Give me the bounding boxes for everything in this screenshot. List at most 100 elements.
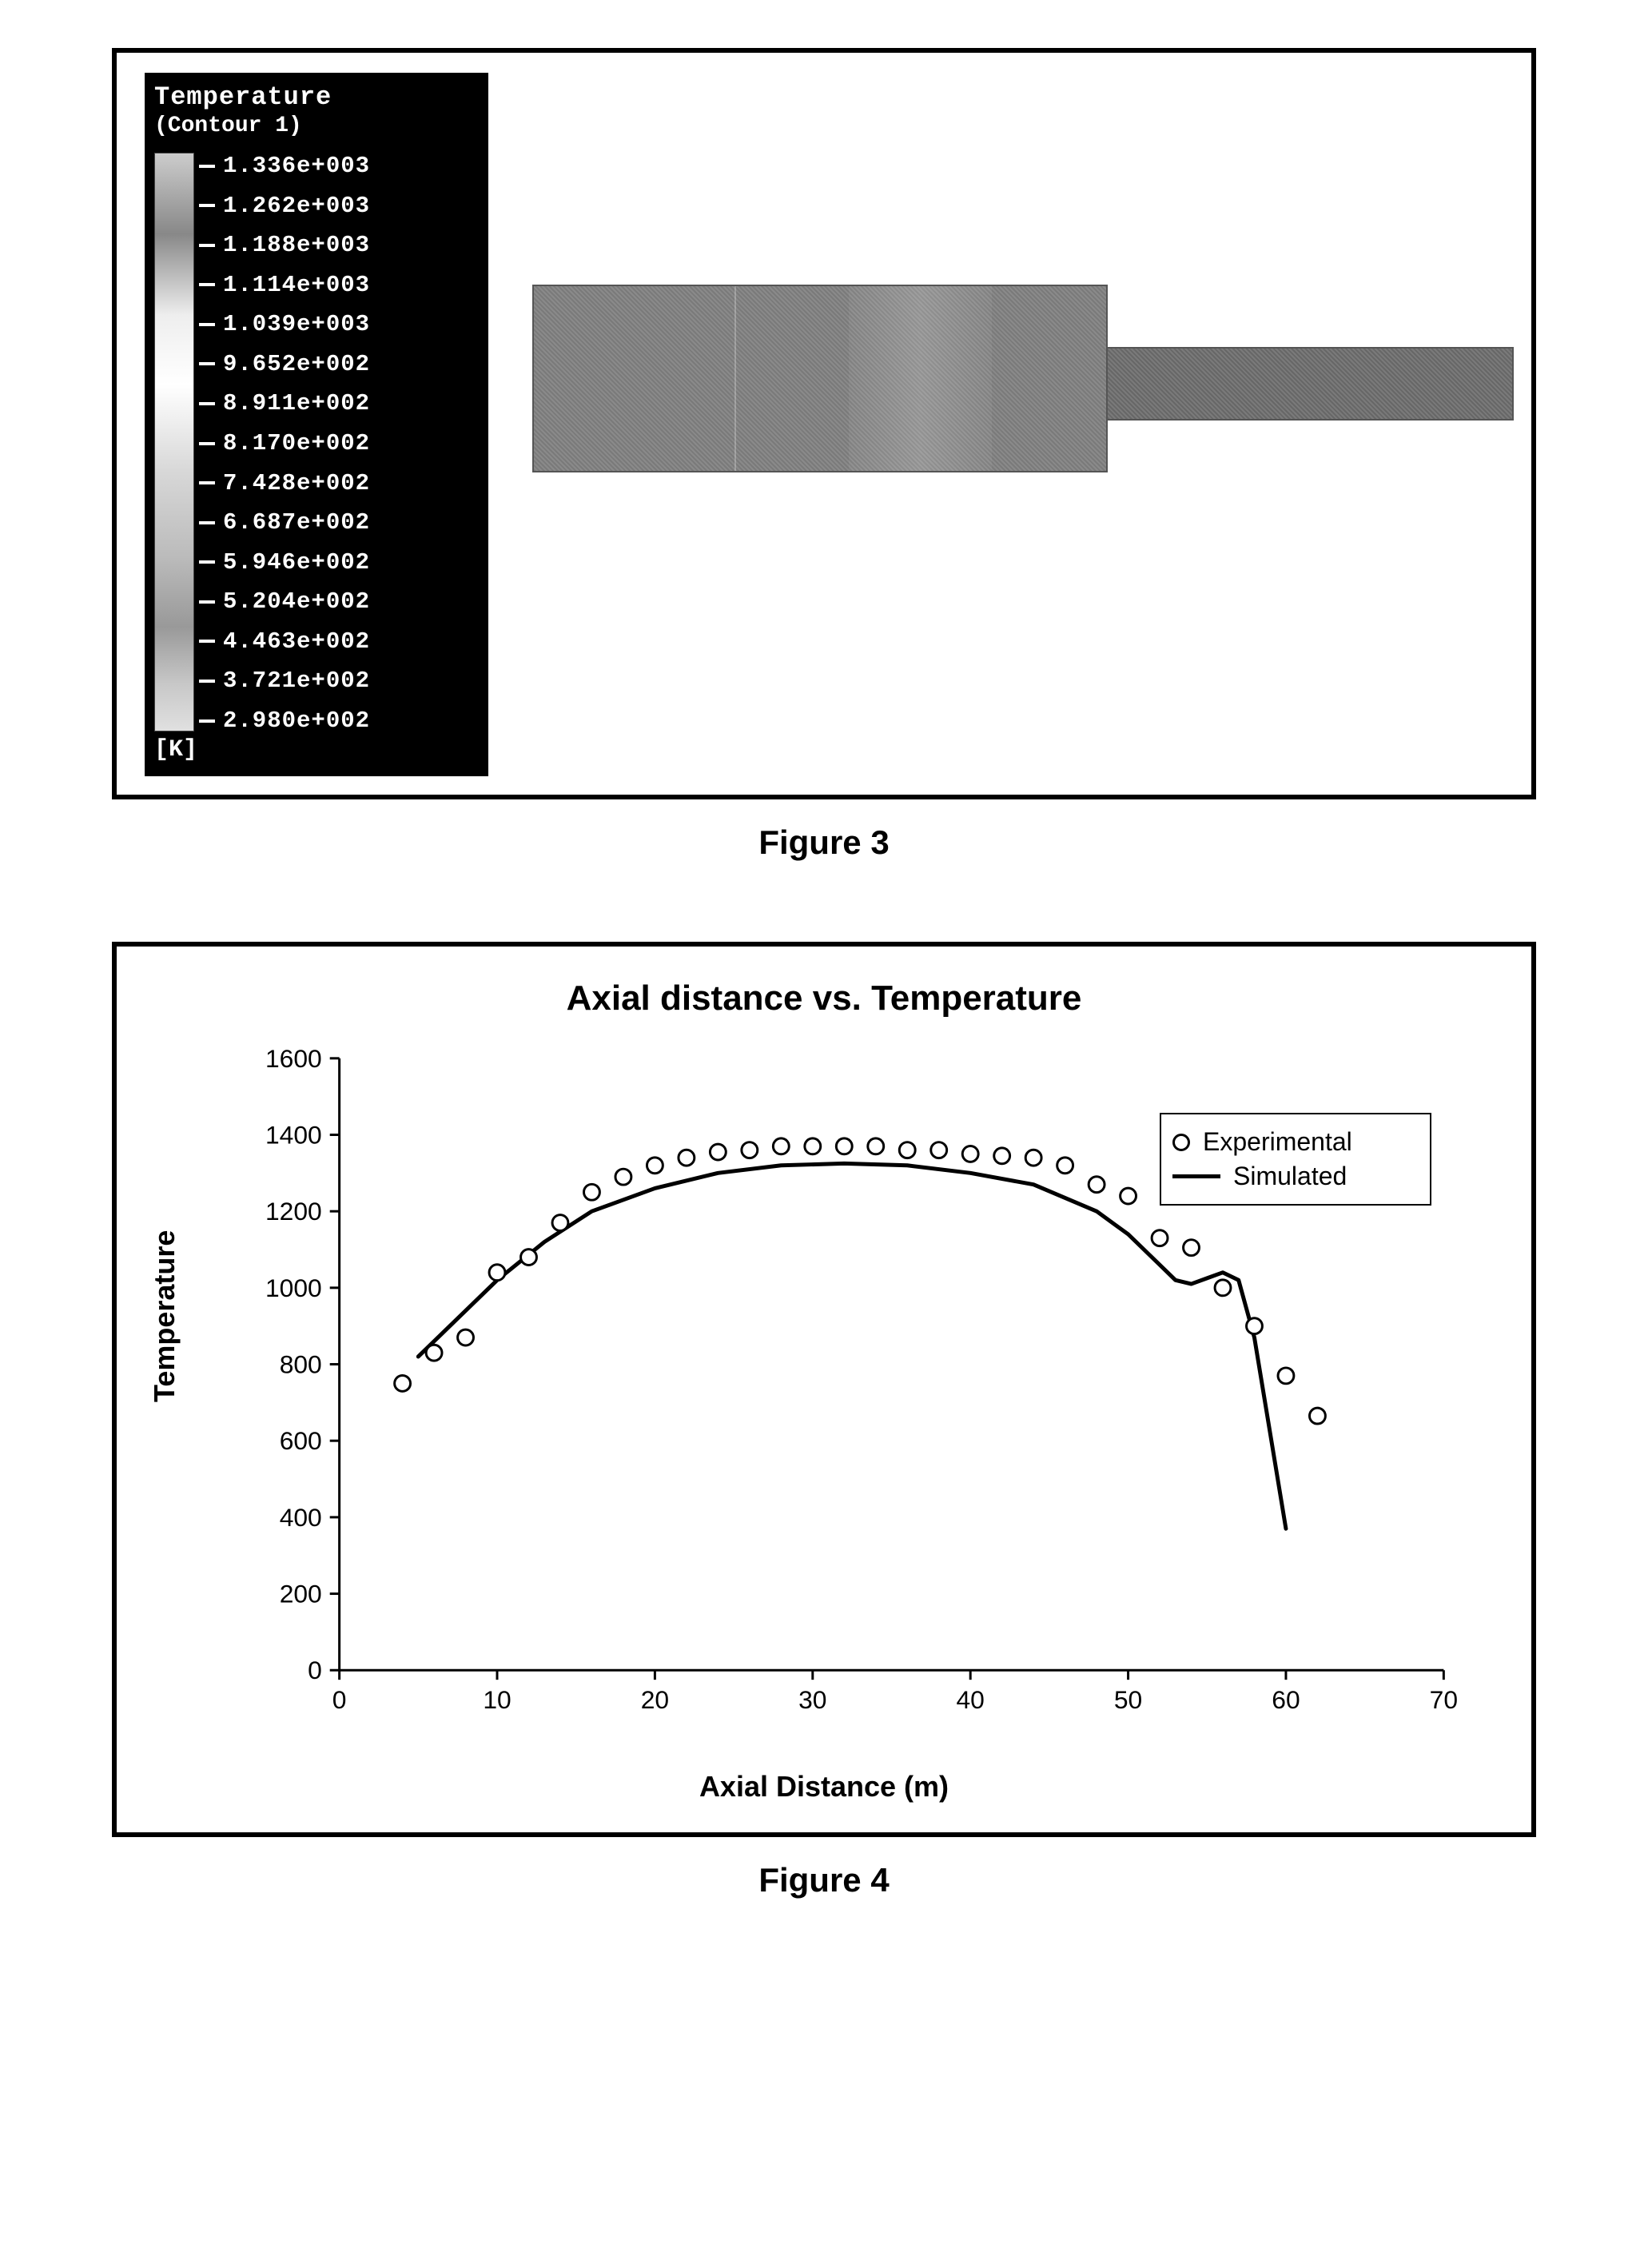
experimental-point — [1057, 1158, 1073, 1174]
legend-tick-label: 6.687e+002 — [223, 509, 370, 536]
legend-experimental-label: Experimental — [1203, 1127, 1352, 1157]
tick-mark-icon — [199, 719, 215, 723]
legend-tick: 1.262e+003 — [199, 193, 370, 219]
legend-tick: 1.114e+003 — [199, 272, 370, 298]
tick-mark-icon — [199, 402, 215, 405]
y-tick-label: 0 — [308, 1656, 322, 1684]
x-tick-label: 0 — [332, 1685, 347, 1714]
experimental-point — [1247, 1318, 1263, 1334]
experimental-point — [994, 1148, 1010, 1164]
tick-mark-icon — [199, 481, 215, 484]
experimental-point — [1215, 1280, 1231, 1296]
figure-3-caption: Figure 3 — [112, 823, 1536, 862]
legend-tick: 1.039e+003 — [199, 311, 370, 337]
legend-tick-label: 1.188e+003 — [223, 232, 370, 258]
kiln-outlet-section — [1106, 347, 1514, 421]
legend-tick: 2.980e+002 — [199, 708, 370, 734]
y-tick-label: 1400 — [265, 1120, 322, 1149]
legend-tick-label: 5.204e+002 — [223, 588, 370, 615]
figure-4-caption: Figure 4 — [112, 1861, 1536, 1899]
simulated-line — [418, 1163, 1286, 1529]
experimental-point — [1089, 1177, 1105, 1193]
y-tick-label: 1600 — [265, 1044, 322, 1073]
experimental-point — [615, 1169, 631, 1185]
tick-mark-icon — [199, 244, 215, 247]
experimental-point — [868, 1138, 884, 1154]
line-marker-icon — [1172, 1174, 1220, 1178]
experimental-point — [521, 1250, 537, 1266]
figure-3-panel: Temperature (Contour 1) 1.336e+003 1.262e… — [112, 48, 1536, 799]
experimental-point — [1278, 1368, 1294, 1384]
legend-tick-label: 3.721e+002 — [223, 668, 370, 694]
y-tick-label: 200 — [280, 1579, 322, 1608]
tick-mark-icon — [199, 680, 215, 683]
tick-mark-icon — [199, 362, 215, 365]
legend-tick: 6.687e+002 — [199, 509, 370, 536]
legend-subtitle: (Contour 1) — [154, 114, 479, 138]
x-tick-label: 10 — [483, 1685, 511, 1714]
legend-ticks: 1.336e+003 1.262e+003 1.188e+003 1.114e+003… — [199, 153, 479, 731]
legend-row-experimental: Experimental — [1172, 1127, 1419, 1157]
legend-tick-label: 5.946e+002 — [223, 549, 370, 576]
x-tick-label: 30 — [798, 1685, 826, 1714]
legend-row-simulated: Simulated — [1172, 1162, 1419, 1191]
legend-tick: 1.188e+003 — [199, 232, 370, 258]
legend-tick: 8.911e+002 — [199, 390, 370, 417]
legend-tick: 3.721e+002 — [199, 668, 370, 694]
legend-title: Temperature — [154, 82, 479, 112]
experimental-point — [395, 1376, 411, 1392]
circle-marker-icon — [1172, 1134, 1190, 1151]
experimental-point — [1025, 1150, 1041, 1166]
legend-tick: 9.652e+002 — [199, 351, 370, 377]
experimental-point — [584, 1184, 600, 1200]
tick-mark-icon — [199, 165, 215, 168]
tick-mark-icon — [199, 600, 215, 604]
experimental-point — [742, 1142, 758, 1158]
legend-body: 1.336e+003 1.262e+003 1.188e+003 1.114e+003… — [154, 153, 479, 731]
tick-mark-icon — [199, 283, 215, 286]
experimental-point — [1184, 1240, 1200, 1256]
tick-mark-icon — [199, 204, 215, 207]
tick-mark-icon — [199, 640, 215, 643]
legend-tick: 7.428e+002 — [199, 470, 370, 496]
experimental-point — [1309, 1408, 1325, 1424]
experimental-point — [426, 1345, 442, 1361]
y-tick-label: 1200 — [265, 1197, 322, 1226]
x-tick-label: 20 — [641, 1685, 669, 1714]
experimental-point — [962, 1146, 978, 1162]
x-tick-label: 70 — [1430, 1685, 1458, 1714]
experimental-point — [710, 1144, 726, 1160]
x-tick-label: 60 — [1272, 1685, 1300, 1714]
experimental-point — [1152, 1230, 1168, 1246]
experimental-point — [836, 1138, 852, 1154]
x-axis-label: Axial Distance (m) — [157, 1770, 1491, 1804]
legend-simulated-label: Simulated — [1233, 1162, 1347, 1191]
legend-tick-label: 4.463e+002 — [223, 628, 370, 655]
legend-tick-label: 8.170e+002 — [223, 430, 370, 456]
tick-mark-icon — [199, 323, 215, 326]
y-tick-label: 400 — [280, 1503, 322, 1532]
color-bar — [154, 153, 194, 731]
experimental-point — [931, 1142, 947, 1158]
legend-tick-label: 1.262e+003 — [223, 193, 370, 219]
x-tick-label: 50 — [1114, 1685, 1142, 1714]
y-tick-label: 600 — [280, 1426, 322, 1455]
y-tick-label: 800 — [280, 1349, 322, 1378]
legend-tick-label: 1.039e+003 — [223, 311, 370, 337]
figure-4-panel: Axial distance vs. Temperature Temperatu… — [112, 942, 1536, 1837]
legend-tick: 8.170e+002 — [199, 430, 370, 456]
experimental-point — [552, 1215, 568, 1231]
chart-legend: Experimental Simulated — [1160, 1113, 1431, 1206]
experimental-point — [679, 1150, 695, 1166]
chart-area: Temperature 0200400600800100012001400160… — [157, 1034, 1491, 1770]
legend-tick: 4.463e+002 — [199, 628, 370, 655]
legend-tick-label: 7.428e+002 — [223, 470, 370, 496]
experimental-point — [805, 1138, 821, 1154]
legend-tick-label: 8.911e+002 — [223, 390, 370, 417]
chart-title: Axial distance vs. Temperature — [157, 979, 1491, 1018]
legend-tick: 1.336e+003 — [199, 153, 370, 179]
legend-tick-label: 1.336e+003 — [223, 153, 370, 179]
legend-tick: 5.204e+002 — [199, 588, 370, 615]
experimental-point — [458, 1329, 474, 1345]
legend-unit: [K] — [154, 736, 479, 763]
